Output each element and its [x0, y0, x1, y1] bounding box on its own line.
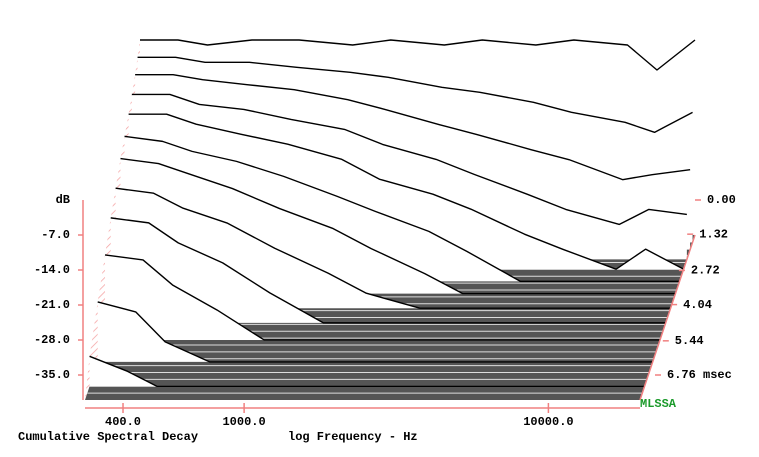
- z-tick-label: 1.32: [699, 227, 728, 241]
- z-tick-label: 2.72: [691, 264, 720, 278]
- decay-slice: [128, 113, 684, 270]
- z-tick-label: 6.76 msec: [667, 368, 732, 382]
- decay-slice: [89, 355, 645, 388]
- z-axis: [639, 234, 696, 401]
- slice-fill: [110, 217, 666, 323]
- decay-slice: [124, 135, 680, 283]
- y-axis-label: dB: [56, 193, 70, 207]
- decay-slice: [137, 56, 693, 134]
- slice-fill: [115, 188, 671, 309]
- slice-fill: [97, 301, 653, 362]
- decay-slice: [104, 254, 661, 341]
- decay-slice: [140, 39, 696, 71]
- y-tick-label: -7.0: [41, 228, 70, 242]
- decay-slice: [135, 73, 691, 181]
- x-tick-label: 1000.0: [222, 415, 265, 429]
- x-tick-label: 10000.0: [523, 415, 573, 429]
- y-tick-label: -28.0: [34, 333, 70, 347]
- x-tick-label: 400.0: [105, 415, 141, 429]
- z-tick-label: 0.00: [707, 193, 736, 207]
- y-tick-label: -35.0: [34, 368, 70, 382]
- y-tick-label: -14.0: [34, 263, 70, 277]
- y-tick-label: -21.0: [34, 298, 70, 312]
- decay-slice: [97, 301, 653, 363]
- slice-fill: [105, 254, 661, 340]
- decay-slice: [110, 217, 666, 324]
- z-tick-label: 5.44: [675, 334, 704, 348]
- decay-slice: [120, 157, 676, 295]
- chart-title: Cumulative Spectral Decay: [18, 430, 198, 444]
- watermark: MLSSA: [640, 397, 677, 411]
- slice-fill: [89, 356, 645, 387]
- decay-slice: [115, 187, 671, 309]
- decay-slice: [131, 93, 687, 226]
- x-axis-label: log Frequency - Hz: [288, 430, 418, 444]
- z-tick-label: 4.04: [683, 298, 712, 312]
